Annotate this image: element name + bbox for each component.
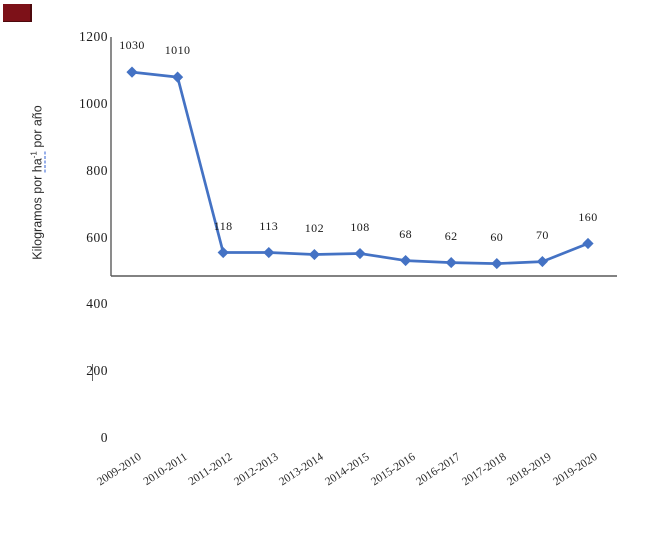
y-tick-label: 0: [100, 430, 108, 445]
diamond-marker-icon: [400, 254, 412, 267]
corner-artifact: [3, 4, 32, 22]
data-label: 1010: [164, 43, 191, 58]
data-label: 62: [444, 228, 458, 243]
data-label: 160: [578, 209, 598, 224]
diamond-marker-icon: [354, 247, 366, 260]
data-label: 68: [399, 226, 412, 241]
y-tick-label: 400: [86, 296, 108, 312]
diamond-marker-icon: [172, 71, 184, 83]
diamond-marker-icon: [445, 256, 457, 269]
data-label: 1030: [119, 38, 145, 53]
y-tick-label: 600: [86, 229, 108, 245]
diamond-marker-icon: [308, 248, 320, 261]
data-label: 108: [350, 219, 370, 234]
y-tick-label: 800: [86, 162, 108, 178]
y-tick-label: 200: [86, 363, 108, 379]
data-label: 70: [535, 227, 549, 242]
diamond-marker-icon: [263, 246, 275, 259]
diamond-marker-icon: [536, 255, 548, 268]
data-label: 60: [490, 229, 504, 244]
diamond-marker-icon: [126, 66, 138, 78]
data-label: 118: [213, 218, 233, 233]
data-label: 113: [259, 218, 279, 233]
diamond-marker-icon: [491, 257, 503, 270]
data-label: 102: [304, 220, 324, 235]
y-tick-label: 1000: [79, 95, 108, 111]
diamond-marker-icon: [217, 246, 229, 259]
diamond-marker-icon: [582, 237, 594, 250]
y-tick-label: 1200: [79, 29, 108, 44]
